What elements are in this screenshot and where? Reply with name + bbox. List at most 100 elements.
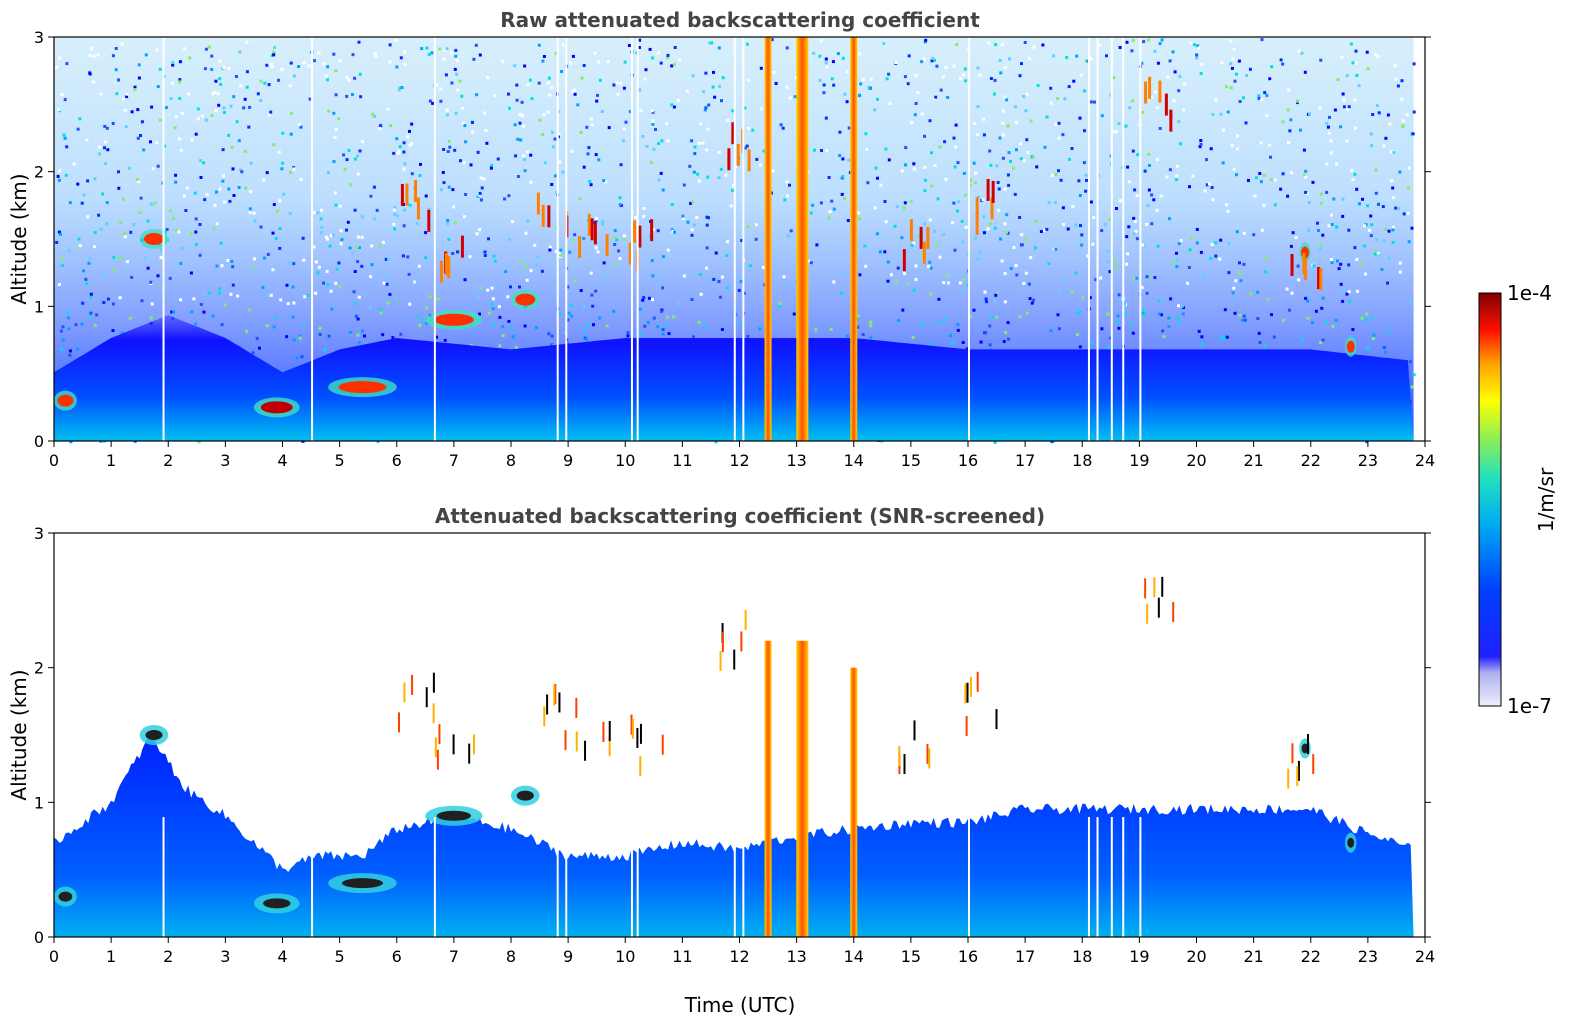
x-tick-label: 0 [49,947,59,966]
panel1-title: Raw attenuated backscattering coefficien… [500,8,980,32]
elevated-cloud [922,241,926,264]
y-tick-label: 3 [34,524,44,543]
elevated-cloud [543,706,546,727]
elevated-cloud [926,227,930,250]
aerosol-layer [58,891,73,902]
elevated-cloud [1144,578,1147,599]
elevated-cloud [546,694,549,715]
data-gap [433,817,436,937]
elevated-cloud [719,650,722,671]
elevated-cloud [578,235,582,258]
elevated-cloud [439,260,443,283]
elevated-cloud [631,718,634,739]
aerosol-layer [433,313,474,326]
elevated-cloud [602,721,605,742]
elevated-cloud [541,204,545,227]
x-tick-label: 3 [220,451,230,470]
data-gap [968,37,970,441]
cloud-column [764,640,772,937]
elevated-cloud [536,192,540,215]
colorbar: 1e-4 1e-7 1/m/sr [1478,281,1558,718]
aerosol-layer [260,401,293,414]
elevated-cloud [913,720,916,741]
elevated-cloud [414,179,418,202]
data-gap [630,37,633,441]
cloud-column [850,37,858,441]
x-tick-label: 11 [672,947,692,966]
x-tick-label: 8 [506,947,516,966]
elevated-cloud [1290,253,1294,276]
x-tick-label: 12 [729,451,749,470]
elevated-cloud [1312,754,1315,775]
elevated-cloud [1172,601,1175,622]
x-tick-label: 24 [1415,947,1435,966]
elevated-cloud [605,234,609,257]
x-tick-label: 5 [335,451,345,470]
data-gap [311,37,314,441]
elevated-cloud [633,220,637,243]
elevated-cloud [1296,766,1299,787]
elevated-cloud [575,731,578,752]
x-tick-label: 14 [844,451,864,470]
elevated-cloud [903,754,906,775]
aerosol-layer [1301,743,1309,754]
cloud-column [764,37,772,441]
elevated-cloud [902,249,906,272]
cloud-column [796,37,809,441]
y-tick-label: 2 [34,659,44,678]
elevated-cloud [1146,603,1149,624]
x-tick-label: 23 [1358,451,1378,470]
colorbar-min-label: 1e-7 [1507,694,1552,718]
data-gap [742,817,745,937]
elevated-cloud [1161,576,1164,597]
elevated-cloud [995,709,998,730]
data-gap [565,817,568,937]
elevated-cloud [1297,760,1300,781]
elevated-cloud [721,631,724,652]
panel2-xlabel: Time (UTC) [684,993,796,1017]
data-gap [733,817,736,937]
elevated-cloud [747,149,751,172]
data-gap [1096,817,1099,937]
elevated-cloud [1291,743,1294,764]
elevated-cloud [1287,768,1290,789]
elevated-cloud [964,683,967,704]
x-tick-label: 4 [277,451,287,470]
data-gap [742,37,745,441]
x-tick-label: 22 [1301,947,1321,966]
elevated-cloud [628,242,632,265]
elevated-cloud [1302,252,1306,275]
data-gap [556,37,559,441]
elevated-cloud [1306,734,1309,755]
y-tick-label: 1 [34,297,44,316]
x-tick-label: 6 [392,947,402,966]
elevated-cloud [1153,577,1156,598]
y-tick-label: 0 [34,928,44,947]
data-gap [433,37,436,441]
panel2-ylabel: Altitude (km) [7,669,31,800]
x-tick-label: 14 [844,947,864,966]
data-gap [162,37,165,441]
data-gap [1110,817,1113,937]
data-gap [311,817,314,937]
data-gap [1096,37,1099,441]
data-gap [565,37,568,441]
elevated-cloud [438,724,441,745]
elevated-cloud [608,736,611,757]
data-gap [1139,37,1142,441]
elevated-cloud [650,219,654,242]
x-tick-label: 3 [220,947,230,966]
x-tick-label: 1 [106,451,116,470]
x-tick-label: 11 [672,451,692,470]
x-tick-label: 17 [1015,947,1035,966]
elevated-cloud [919,226,923,249]
elevated-cloud [638,225,642,248]
x-tick-label: 5 [335,947,345,966]
x-tick-label: 18 [1072,451,1092,470]
x-tick-label: 17 [1015,451,1035,470]
elevated-cloud [398,712,401,733]
elevated-cloud [427,209,431,232]
elevated-cloud [928,748,931,769]
elevated-cloud [425,687,428,708]
elevated-cloud [403,682,406,703]
